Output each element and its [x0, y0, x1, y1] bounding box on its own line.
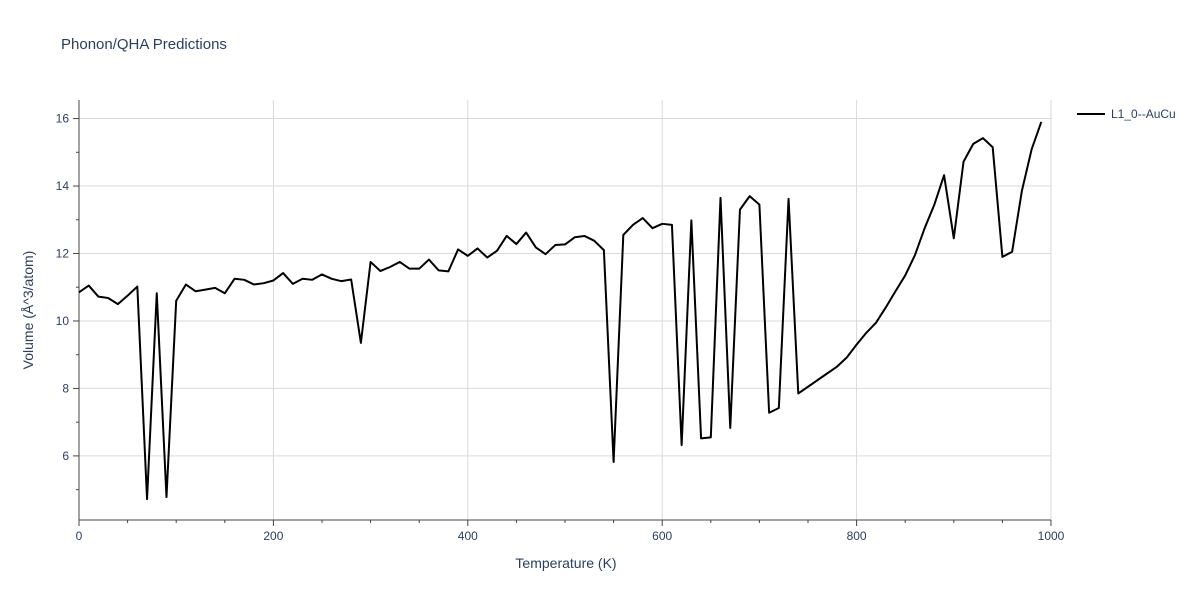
grid	[79, 100, 1052, 520]
y-tick-label: 16	[56, 112, 70, 126]
y-tick-label: 8	[62, 381, 69, 395]
legend[interactable]: L1_0--AuCu	[1077, 107, 1176, 121]
y-tick-label: 10	[56, 314, 70, 328]
x-tick-label: 1000	[1038, 529, 1065, 543]
y-tick-label: 12	[56, 246, 70, 260]
x-tick-label: 600	[652, 529, 672, 543]
legend-label: L1_0--AuCu	[1111, 107, 1176, 121]
y-tick-label: 14	[56, 179, 70, 193]
x-tick-label: 0	[76, 529, 83, 543]
chart-title: Phonon/QHA Predictions	[61, 36, 227, 53]
x-axis-title: Temperature (K)	[515, 555, 616, 571]
x-tick-label: 800	[847, 529, 867, 543]
x-tick-label: 400	[458, 529, 478, 543]
series	[78, 121, 1043, 501]
axes: 0 200 400 600 800 1000 6 8 10 12 14 16	[56, 100, 1065, 543]
y-axis-title: Volume (Å^3/atom)	[20, 251, 36, 370]
x-tick-label: 200	[263, 529, 283, 543]
y-tick-label: 6	[62, 449, 69, 463]
series-line[interactable]	[78, 121, 1043, 501]
